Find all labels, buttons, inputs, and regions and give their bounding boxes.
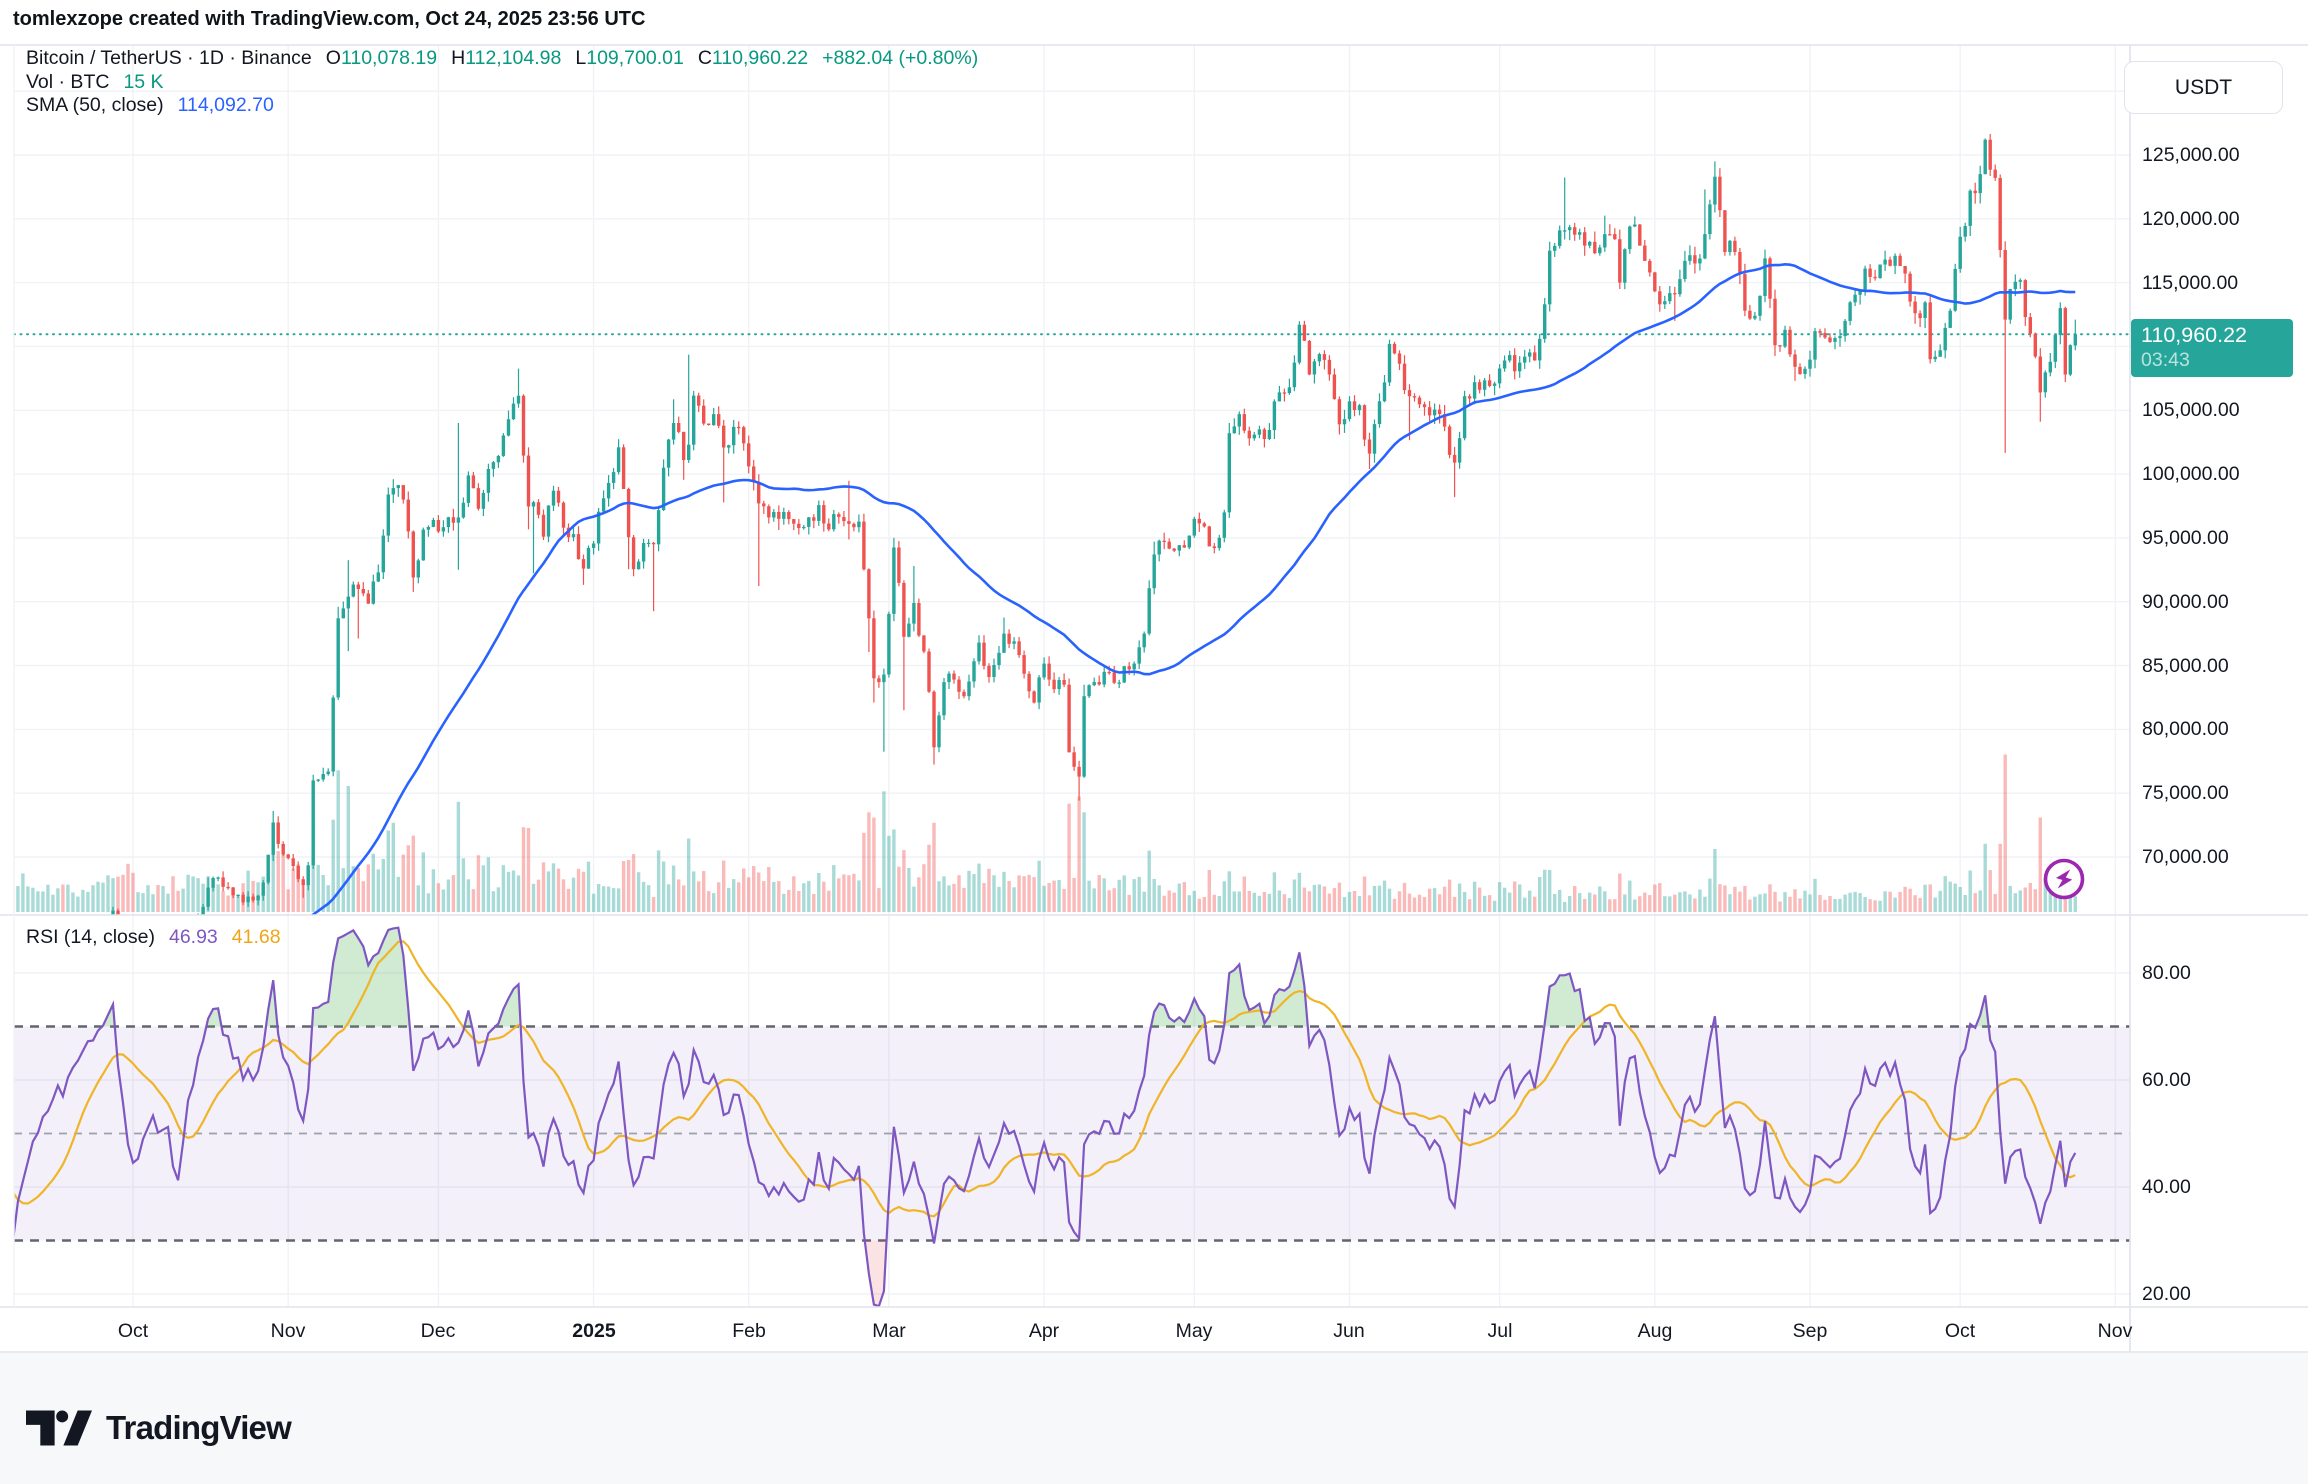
rsi-label: RSI (14, close) xyxy=(26,926,155,948)
attribution-text: tomlexzope created with TradingView.com,… xyxy=(13,8,646,30)
rsi-line xyxy=(14,926,2077,1307)
time-tick-label: Mar xyxy=(872,1320,906,1342)
time-tick-label: Feb xyxy=(732,1320,766,1342)
price-tick-label: 105,000.00 xyxy=(2142,399,2240,422)
time-tick-label: Nov xyxy=(2097,1320,2133,1342)
rsi-tick-label: 40.00 xyxy=(2142,1176,2191,1198)
price-tick-label: 75,000.00 xyxy=(2142,782,2229,805)
sma-value: 114,092.70 xyxy=(177,94,274,116)
bar-countdown: 03:43 xyxy=(2141,348,2190,371)
grid-layer xyxy=(14,45,2130,1307)
candles-layer xyxy=(111,133,2077,915)
volume-legend-row[interactable]: Vol · BTC 15 K xyxy=(26,71,164,94)
time-tick-label: Oct xyxy=(117,1320,149,1342)
time-tick-label: Dec xyxy=(420,1320,456,1342)
time-tick-label: May xyxy=(1175,1320,1213,1342)
frame-layer xyxy=(0,44,2308,1353)
high-label: H xyxy=(451,47,466,69)
time-tick-label: Jul xyxy=(1487,1320,1513,1342)
tradingview-logo-icon xyxy=(26,1410,92,1446)
close-value: 110,960.22 xyxy=(711,47,809,69)
time-tick-label: Oct xyxy=(1944,1320,1976,1342)
rsi-tick-label: 60.00 xyxy=(2142,1069,2191,1091)
sma-legend-row[interactable]: SMA (50, close) 114,092.70 xyxy=(26,94,274,117)
time-tick-label: Jun xyxy=(1333,1320,1365,1342)
volume-layer xyxy=(14,754,2077,913)
footer-strip xyxy=(0,1353,2308,1484)
price-tick-label: 115,000.00 xyxy=(2142,271,2239,294)
flash-button[interactable] xyxy=(2043,858,2085,900)
price-tick-label: 95,000.00 xyxy=(2142,526,2229,549)
rsi-value: 46.93 xyxy=(168,926,218,948)
low-label: L xyxy=(575,47,587,69)
open-value: 110,078.19 xyxy=(340,47,438,69)
time-tick-label: Sep xyxy=(1792,1320,1828,1342)
price-tick-label: 70,000.00 xyxy=(2142,846,2229,868)
price-tick-label: 100,000.00 xyxy=(2142,463,2240,486)
price-tick-label: 120,000.00 xyxy=(2142,207,2240,230)
time-tick-label: Apr xyxy=(1028,1320,1060,1342)
high-value: 112,104.98 xyxy=(465,47,562,69)
flash-icon xyxy=(2043,858,2085,900)
rsi-layer xyxy=(14,926,2130,1307)
close-label: C xyxy=(697,47,712,69)
tradingview-logo-text: TradingView xyxy=(106,1409,292,1446)
sma-line xyxy=(310,262,2076,915)
tradingview-logo[interactable]: TradingView xyxy=(26,1406,292,1450)
low-value: 109,700.01 xyxy=(586,47,684,69)
price-tick-label: 125,000.00 xyxy=(2142,143,2240,166)
rsi-tick-label: 20.00 xyxy=(2142,1283,2191,1305)
symbol-legend-row[interactable]: Bitcoin / TetherUS · 1D · Binance O 110,… xyxy=(26,47,978,70)
price-tick-label: 80,000.00 xyxy=(2142,718,2229,741)
price-tick-label: 85,000.00 xyxy=(2142,654,2229,677)
currency-toggle-button[interactable]: USDT xyxy=(2124,61,2283,114)
volume-label: Vol · BTC xyxy=(26,71,110,93)
price-tick-label: 90,000.00 xyxy=(2142,590,2229,613)
volume-value: 15 K xyxy=(123,71,164,93)
last-price-value: 110,960.22 xyxy=(2141,323,2248,348)
symbol-title: Bitcoin / TetherUS · 1D · Binance xyxy=(26,47,312,69)
time-tick-label: Aug xyxy=(1637,1320,1673,1342)
rsi-tick-label: 80.00 xyxy=(2142,962,2191,984)
time-tick-label: 2025 xyxy=(572,1320,616,1342)
open-label: O xyxy=(325,47,341,69)
rsi-ma-value: 41.68 xyxy=(231,926,281,948)
sma-label: SMA (50, close) xyxy=(26,94,164,116)
last-price-badge: 110,960.22 03:43 xyxy=(2131,319,2293,377)
rsi-legend-row[interactable]: RSI (14, close) 46.93 41.68 xyxy=(26,926,281,949)
change-value: +882.04 (+0.80%) xyxy=(822,47,979,69)
time-tick-label: Nov xyxy=(270,1320,306,1342)
